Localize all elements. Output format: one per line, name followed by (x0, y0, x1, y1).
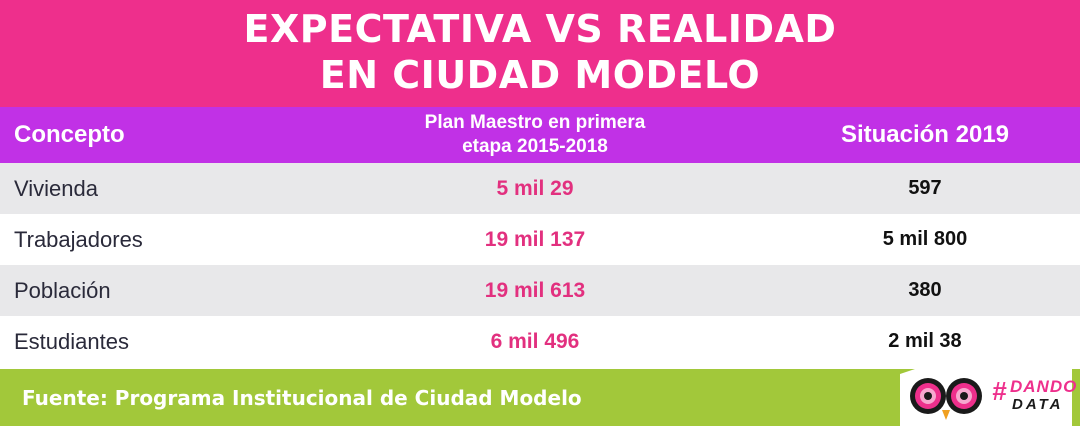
dando-data-logo: # DANDO DATA (900, 344, 1076, 426)
cell-plan: 6 mil 496 (490, 329, 580, 353)
logo-hash: # (992, 376, 1007, 406)
table-row: Vivienda 5 mil 29 597 (0, 163, 1080, 214)
logo-badge-shape (900, 352, 1072, 426)
logo-word-data: DATA (1012, 396, 1064, 413)
cell-concepto: Trabajadores (14, 226, 143, 252)
source-note: Fuente: Programa Institucional de Ciudad… (22, 385, 582, 410)
table-header: Concepto Plan Maestro en primera etapa 2… (0, 107, 1080, 163)
column-header-plan-line-2: etapa 2015-2018 (462, 136, 608, 157)
cell-plan: 19 mil 613 (484, 278, 586, 302)
table-row: Trabajadores 19 mil 137 5 mil 800 (0, 214, 1080, 265)
page-title-line-1: EXPECTATIVA VS REALIDAD (243, 7, 837, 51)
title-band: EXPECTATIVA VS REALIDAD EN CIUDAD MODELO (0, 0, 1080, 107)
column-header-plan-line-1: Plan Maestro en primera (424, 112, 646, 133)
logo-word-dando: DANDO (1010, 377, 1078, 396)
cell-situacion: 5 mil 800 (882, 228, 968, 250)
column-header-concepto: Concepto (14, 121, 125, 148)
table-body: Vivienda 5 mil 29 597 Trabajadores 19 mi… (0, 163, 1080, 367)
cell-situacion: 2 mil 38 (888, 330, 962, 352)
cell-concepto: Vivienda (14, 175, 98, 201)
page-title-line-2: EN CIUDAD MODELO (319, 53, 761, 97)
column-header-plan-maestro: Plan Maestro en primera etapa 2015-2018 (380, 107, 690, 163)
column-header-situacion-2019: Situación 2019 (840, 121, 1010, 148)
table-row: Estudiantes 6 mil 496 2 mil 38 (0, 316, 1080, 367)
cell-plan: 5 mil 29 (496, 176, 574, 200)
cell-plan: 19 mil 137 (484, 227, 586, 251)
cell-situacion: 597 (908, 177, 942, 199)
table-row: Población 19 mil 613 380 (0, 265, 1080, 316)
cell-concepto: Población (14, 277, 111, 303)
owl-eyes-icon (910, 378, 982, 420)
cell-situacion: 380 (908, 279, 942, 301)
cell-concepto: Estudiantes (14, 328, 129, 354)
